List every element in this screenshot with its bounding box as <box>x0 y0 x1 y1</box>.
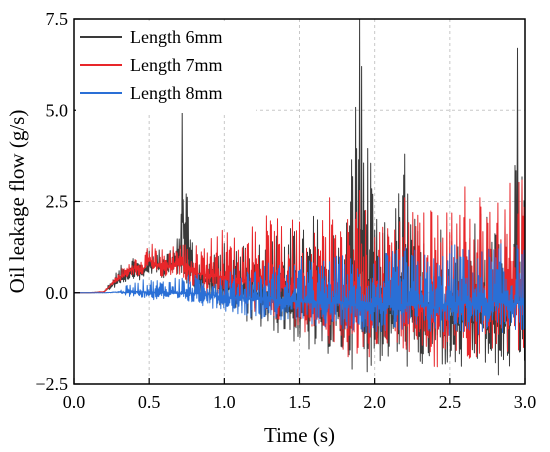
x-tick-label: 2.0 <box>363 392 386 412</box>
y-axis-title: Oil leakage flow (g/s) <box>5 110 29 294</box>
x-tick-label: 0.5 <box>138 392 161 412</box>
series-group <box>74 18 526 376</box>
legend-label: Length 6mm <box>130 27 223 47</box>
y-tick-label: 7.5 <box>46 9 69 29</box>
series-line-3 <box>74 240 526 336</box>
legend-label: Length 8mm <box>130 83 223 103</box>
y-tick-label: 5.0 <box>46 100 69 120</box>
y-tick-label: 2.5 <box>46 192 69 212</box>
x-tick-label: 1.5 <box>288 392 311 412</box>
series-line-2 <box>74 179 526 368</box>
x-tick-label: 2.5 <box>439 392 462 412</box>
x-axis-title: Time (s) <box>264 423 335 447</box>
y-tick-label: 0.0 <box>46 283 69 303</box>
x-tick-label: 0.0 <box>63 392 86 412</box>
x-tick-label: 1.0 <box>213 392 236 412</box>
x-tick-label: 3.0 <box>514 392 537 412</box>
legend: Length 6mm Length 7mm Length 8mm <box>76 21 256 113</box>
y-tick-label: −2.5 <box>35 374 68 394</box>
legend-label: Length 7mm <box>130 55 223 75</box>
ticks: 0.0 0.5 1.0 1.5 2.0 2.5 3.0−2.50.02.55.07.5 <box>35 9 536 412</box>
